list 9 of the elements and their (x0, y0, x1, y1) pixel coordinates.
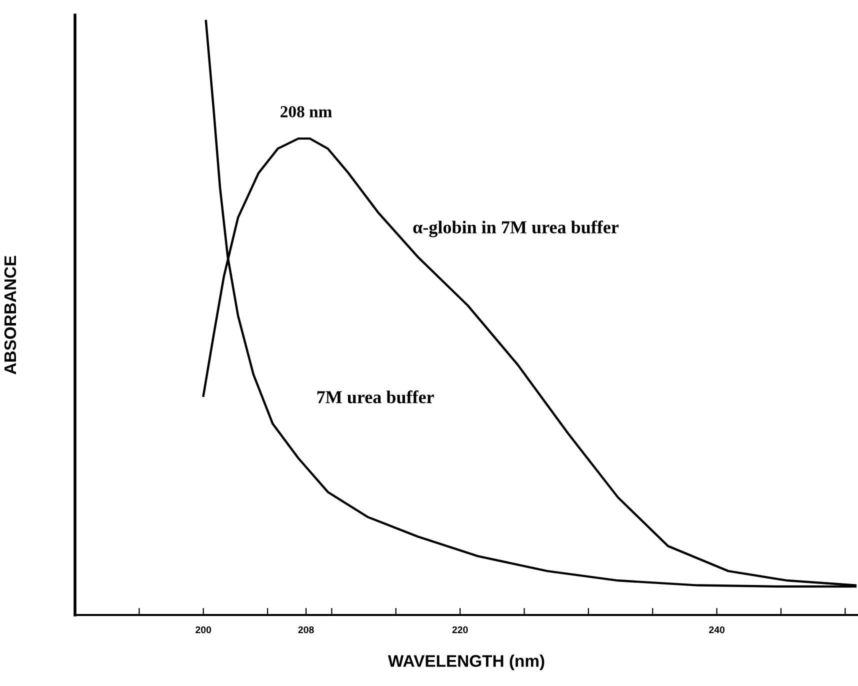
text: 7M urea buffer (317, 390, 434, 404)
x-tick-label: 240 (709, 626, 725, 634)
annotation: 208 nm (280, 106, 332, 118)
x-tick-label: 200 (196, 626, 212, 634)
x-tick-label: 220 (452, 626, 468, 634)
y-axis-title: ABSORBANCE (4, 256, 16, 374)
x-tick-label: 208 (298, 626, 314, 634)
x-axis-title: WAVELENGTH (nm) (388, 654, 544, 670)
series-label: α-globin in 7M urea buffer (413, 220, 619, 238)
